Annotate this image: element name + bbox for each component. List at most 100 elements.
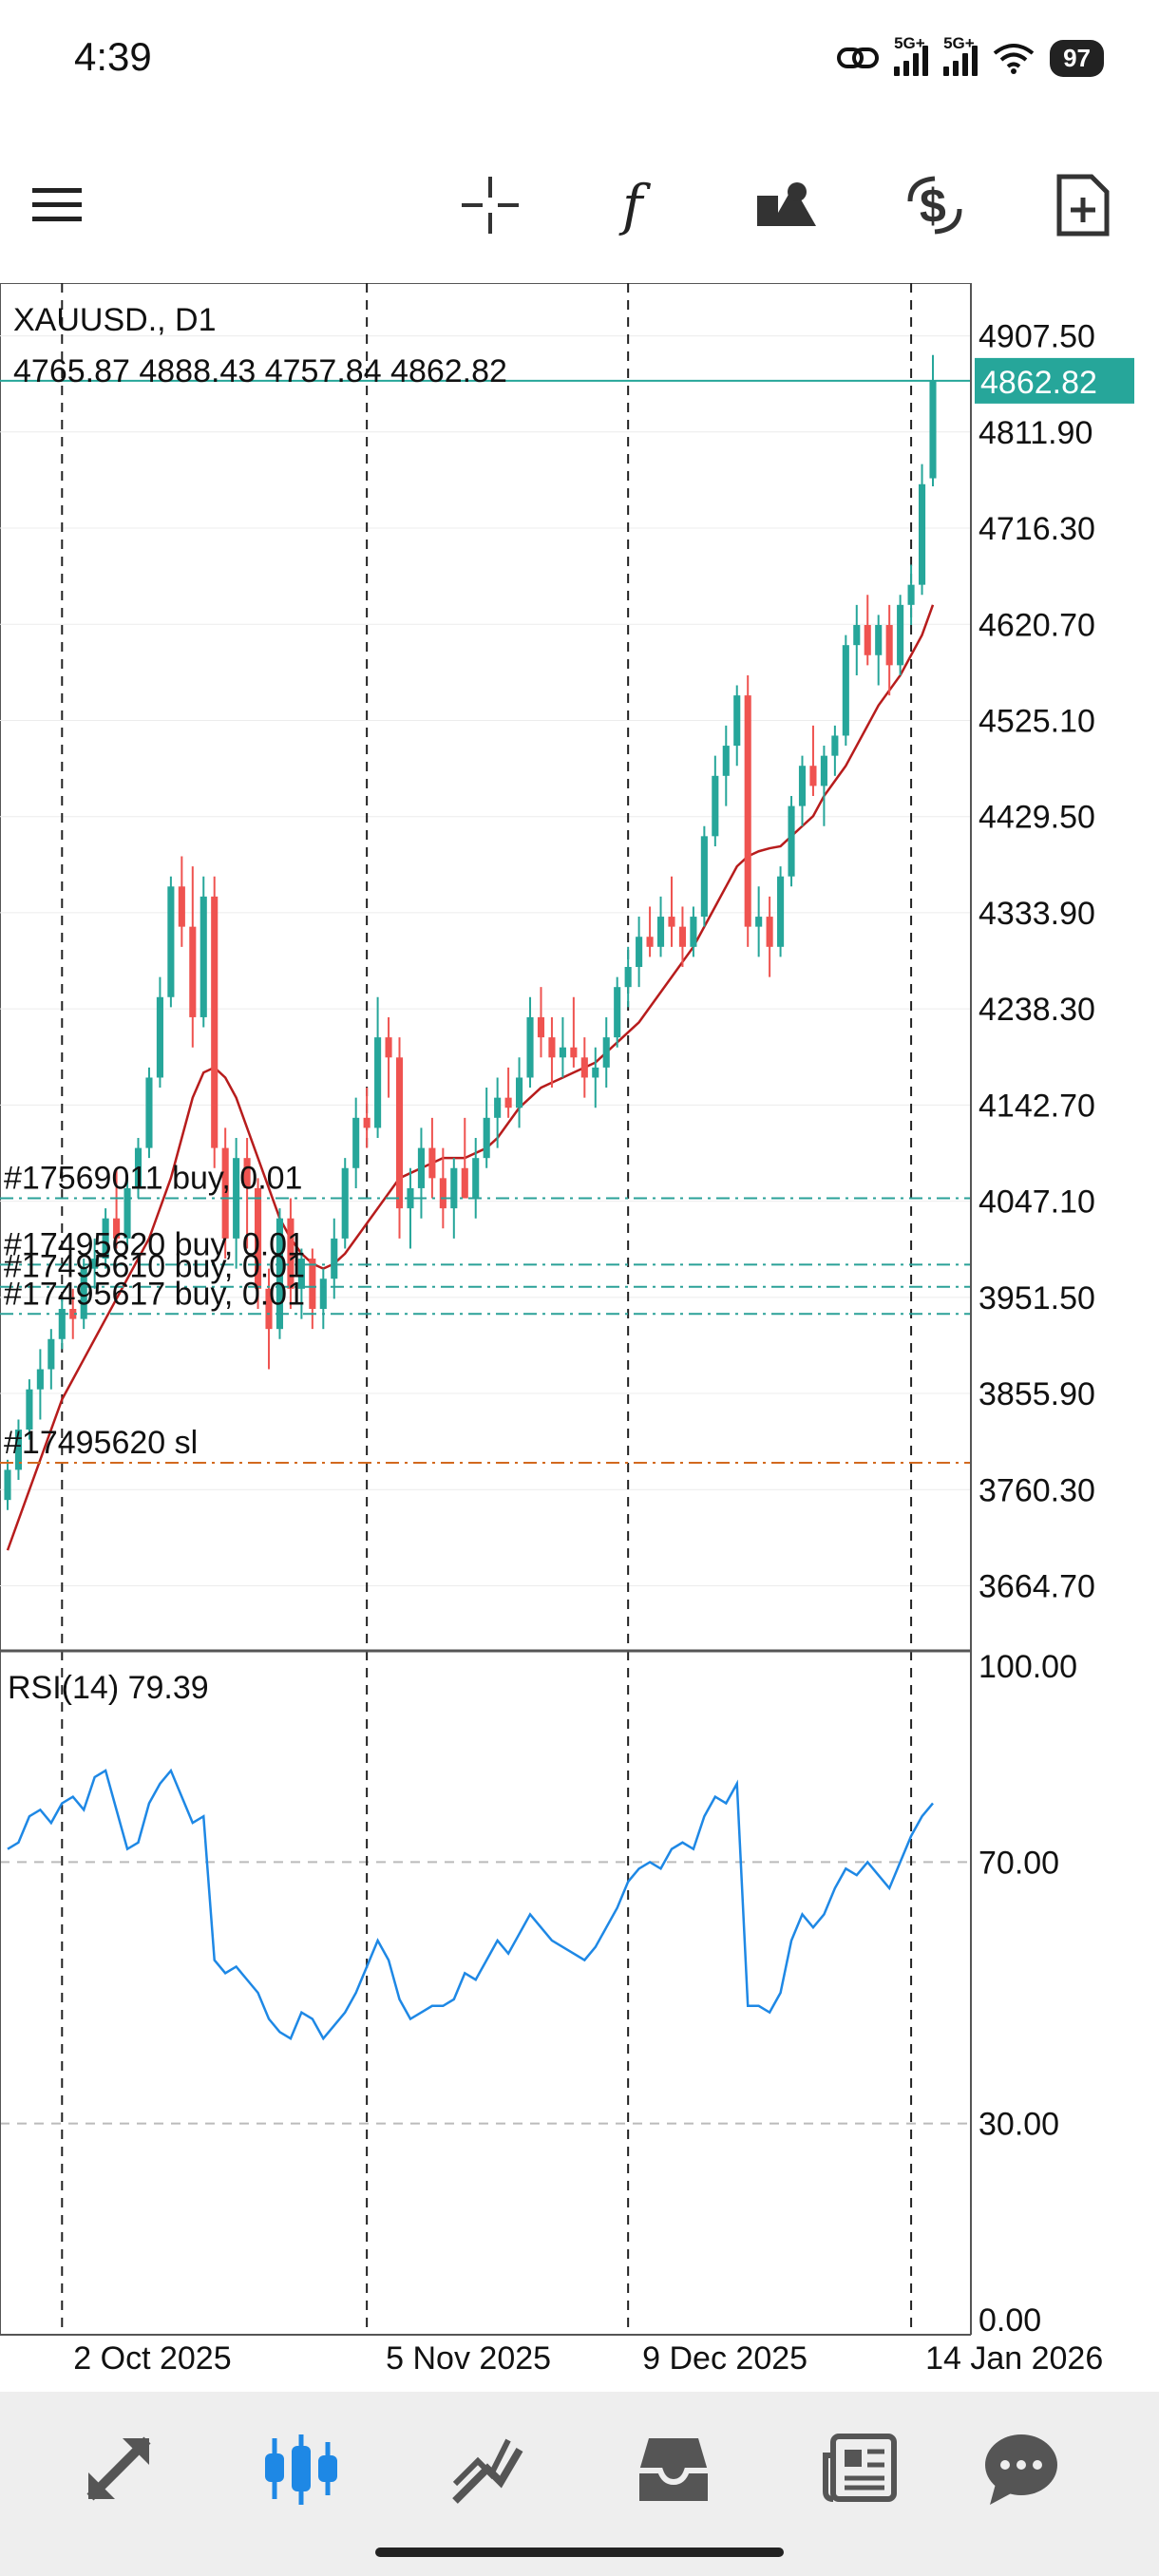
price-axis-label: 4047.10 (978, 1184, 1095, 1221)
candle (820, 746, 827, 826)
candle-body (733, 695, 741, 747)
candle-body (646, 937, 654, 947)
symbols-button[interactable]: $ (901, 171, 969, 239)
candle (221, 1127, 229, 1260)
candle (537, 987, 545, 1058)
nav-quotes[interactable] (76, 2426, 162, 2511)
nav-chart[interactable] (258, 2426, 344, 2511)
candle (929, 354, 937, 487)
candle-body (559, 1047, 566, 1058)
objects-button[interactable] (752, 171, 821, 239)
candle-body (145, 1077, 153, 1148)
nav-messages[interactable] (978, 2426, 1064, 2511)
price-axis-label: 4811.90 (978, 415, 1092, 451)
new-order-icon (1056, 174, 1110, 237)
candle (26, 1379, 33, 1440)
candle (178, 856, 185, 947)
rsi-axis-label: 0.00 (978, 2302, 1041, 2339)
candle-body (69, 1309, 77, 1319)
candle-body (537, 1016, 545, 1038)
candle-body (504, 1097, 512, 1108)
candle (516, 1057, 523, 1128)
candle (4, 1459, 11, 1510)
candle-body (113, 1218, 121, 1239)
candle-body (777, 876, 785, 947)
candle-body (712, 775, 719, 837)
home-indicator[interactable] (375, 2548, 784, 2557)
candle (722, 725, 730, 806)
candle-body (580, 1057, 588, 1078)
candle-body (788, 805, 795, 877)
new-order-button[interactable] (1049, 171, 1117, 239)
candle (385, 1016, 392, 1098)
trade-icon (452, 2438, 523, 2504)
candle (80, 1259, 87, 1330)
signal-1-icon: 5G+ (894, 34, 929, 76)
candle (363, 1088, 370, 1148)
order-label: #17569011 buy, 0.01 (4, 1161, 302, 1197)
price-chart[interactable]: 4862.82 #17569011 buy, 0.01 #17495620 buy… (0, 282, 1159, 2377)
candle (526, 996, 534, 1089)
status-icons: 5G+ 5G+ 97 (837, 32, 1104, 84)
candle-body (385, 1037, 392, 1058)
candle-body (102, 1218, 109, 1260)
order-label: #17495617 buy, 0.01 (4, 1276, 305, 1312)
candle (646, 906, 654, 957)
chart-canvas[interactable]: 4862.82 #17569011 buy, 0.01 #17495620 buy… (0, 282, 1159, 2377)
candle-body (156, 996, 163, 1078)
objects-icon (757, 182, 816, 226)
candle (602, 1016, 610, 1089)
candle (744, 674, 751, 947)
candle-body (14, 1430, 23, 1470)
candle (483, 1088, 490, 1168)
candle-body (80, 1268, 87, 1319)
candle-body (755, 917, 763, 927)
candle-body (820, 755, 827, 786)
candle-body (439, 1178, 446, 1209)
candle-body (494, 1097, 502, 1118)
signal-2-icon: 5G+ (943, 34, 978, 76)
candle-body (809, 766, 817, 786)
candle-body (636, 937, 643, 967)
candle-body (167, 886, 175, 997)
candle-body (221, 1147, 229, 1239)
candle-body (722, 746, 730, 776)
candle-body (417, 1147, 425, 1188)
rsi-axis-label: 70.00 (978, 1845, 1059, 1881)
candle-body (831, 735, 839, 756)
candle-body (374, 1037, 382, 1128)
moving-average-line (6, 604, 935, 1551)
menu-button[interactable] (23, 171, 91, 239)
current-price-value: 4862.82 (980, 365, 1097, 401)
candle-body (570, 1047, 578, 1058)
price-axis-label: 4716.30 (978, 511, 1095, 547)
candle (678, 906, 686, 967)
candle-body (341, 1167, 349, 1239)
indicators-icon: f (618, 175, 652, 236)
candle-body (134, 1147, 142, 1188)
candle-body (526, 1016, 534, 1078)
candle (91, 1238, 99, 1289)
candle (167, 876, 175, 1008)
candle (614, 976, 621, 1048)
candle-body (483, 1117, 490, 1159)
nav-history[interactable] (631, 2426, 716, 2511)
candle (777, 866, 785, 957)
nav-trade[interactable] (445, 2426, 530, 2511)
crosshair-button[interactable] (456, 171, 524, 239)
candle (624, 946, 632, 1008)
price-axis-label: 3760.30 (978, 1472, 1095, 1508)
candle (134, 1138, 142, 1199)
crosshair-icon (462, 177, 519, 234)
candle (58, 1298, 66, 1350)
price-axis-label: 4525.10 (978, 703, 1095, 739)
candle (233, 1138, 240, 1269)
candle (690, 906, 697, 957)
candle (897, 595, 904, 675)
candle (461, 1117, 468, 1199)
indicators-button[interactable]: f (606, 171, 674, 239)
candle (842, 635, 849, 747)
candle (798, 755, 807, 826)
candle (265, 1268, 273, 1370)
nav-news[interactable] (817, 2426, 902, 2511)
